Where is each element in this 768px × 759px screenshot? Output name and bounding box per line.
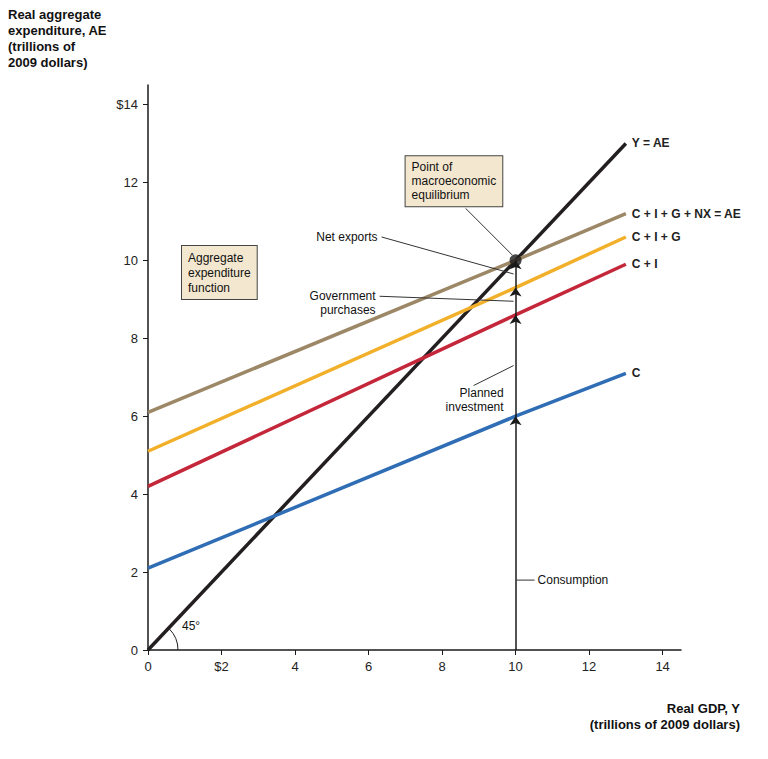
svg-text:12: 12 (582, 659, 596, 674)
svg-text:Net exports: Net exports (316, 230, 377, 244)
svg-text:45°: 45° (182, 619, 200, 633)
svg-text:2009 dollars): 2009 dollars) (8, 55, 88, 70)
svg-text:C + I + G: C + I + G (632, 230, 681, 244)
svg-text:equilibrium: equilibrium (412, 188, 470, 202)
svg-text:Consumption: Consumption (538, 573, 609, 587)
svg-text:(trillions of 2009 dollars): (trillions of 2009 dollars) (590, 717, 740, 732)
svg-text:$2: $2 (214, 659, 228, 674)
svg-text:10: 10 (124, 253, 138, 268)
svg-text:Government: Government (310, 289, 377, 303)
svg-text:C + I + G + NX = AE: C + I + G + NX = AE (632, 207, 741, 221)
svg-text:12: 12 (124, 175, 138, 190)
svg-text:Real aggregate: Real aggregate (8, 7, 101, 22)
svg-text:expenditure: expenditure (188, 266, 251, 280)
svg-text:0: 0 (131, 643, 138, 658)
svg-text:8: 8 (438, 659, 445, 674)
svg-text:2: 2 (131, 565, 138, 580)
svg-text:purchases: purchases (320, 303, 375, 317)
svg-text:4: 4 (291, 659, 298, 674)
svg-text:Real GDP, Y: Real GDP, Y (667, 701, 741, 716)
svg-text:expenditure, AE: expenditure, AE (8, 23, 107, 38)
svg-text:Y = AE: Y = AE (632, 136, 670, 150)
svg-text:14: 14 (655, 659, 669, 674)
svg-text:8: 8 (131, 331, 138, 346)
svg-text:0: 0 (144, 659, 151, 674)
svg-text:Aggregate: Aggregate (188, 251, 244, 265)
svg-text:C: C (632, 366, 641, 380)
svg-text:investment: investment (446, 400, 505, 414)
svg-text:6: 6 (131, 409, 138, 424)
svg-text:(trillions of: (trillions of (8, 39, 76, 54)
svg-text:10: 10 (508, 659, 522, 674)
svg-text:C + I: C + I (632, 257, 658, 271)
svg-text:$14: $14 (116, 97, 138, 112)
svg-text:Point of: Point of (412, 160, 453, 174)
svg-text:Planned: Planned (460, 386, 504, 400)
svg-text:6: 6 (365, 659, 372, 674)
svg-text:4: 4 (131, 487, 138, 502)
svg-text:function: function (188, 281, 230, 295)
svg-text:macroeconomic: macroeconomic (412, 174, 497, 188)
